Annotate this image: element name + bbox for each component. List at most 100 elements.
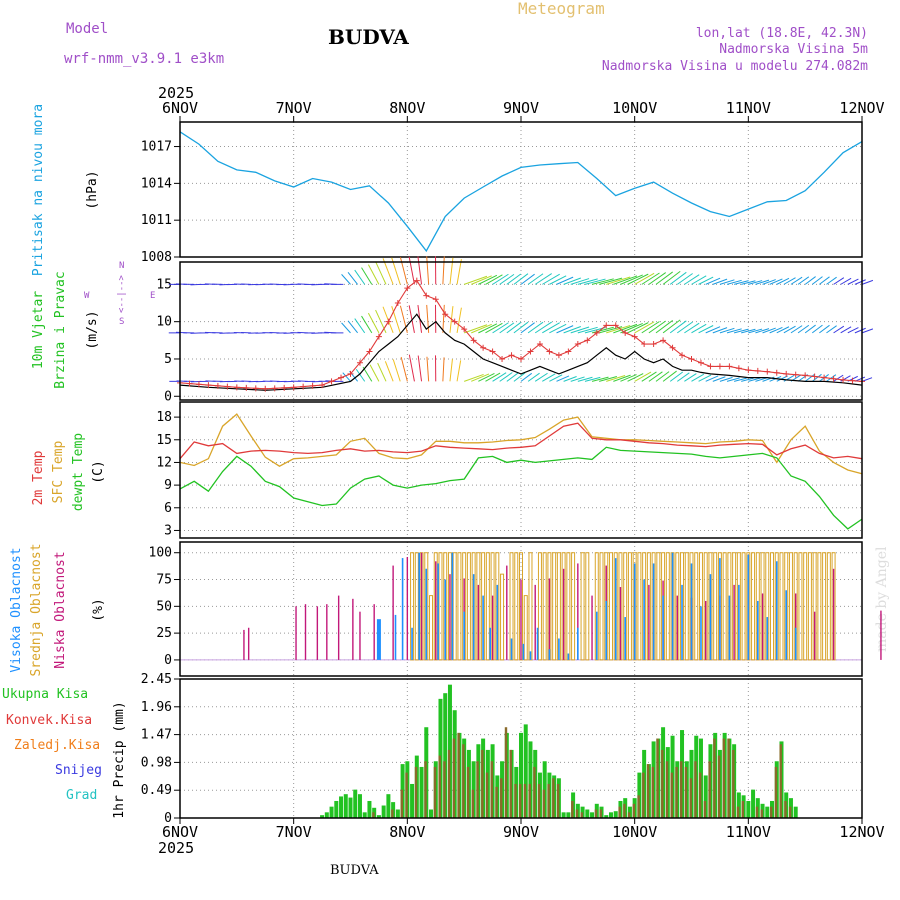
temperature-ytick-label: 9 <box>164 478 172 493</box>
gust-marker <box>195 381 202 388</box>
wind-arrow <box>684 322 700 334</box>
wind-gust-markers <box>177 277 865 392</box>
cloud-ylabel-high: Visoka Oblacnost <box>9 547 24 672</box>
temp-ylabel-2m: 2m Temp <box>31 450 46 505</box>
wind-arrow <box>577 278 598 285</box>
wind-arrow <box>804 324 816 334</box>
conv-precip-bar <box>736 806 740 818</box>
wind-arrow <box>861 377 873 382</box>
conv-precip-bar <box>637 795 640 818</box>
pressure-panel: 1008 1011 1014 1017 <box>141 121 863 265</box>
wind-arrow <box>634 371 652 382</box>
conv-precip-bar <box>703 800 707 818</box>
wind-arrow <box>698 325 714 334</box>
gust-marker <box>821 374 828 381</box>
wind-arrow <box>826 325 837 334</box>
wind-arrow <box>570 278 590 285</box>
pressure-ytick-label: 1008 <box>141 250 172 265</box>
pressure-gridlines <box>180 122 862 258</box>
wind-arrow <box>367 264 380 285</box>
mid-cloud-bar <box>713 552 718 661</box>
gust-marker <box>830 375 837 382</box>
wind-arrow <box>499 322 515 334</box>
wind-arrow <box>662 319 681 334</box>
conv-precip-bar <box>774 766 778 818</box>
wind-arrow <box>734 280 749 285</box>
wind-arrow <box>613 323 638 334</box>
mid-cloud-bar <box>514 552 519 661</box>
wind-arrow <box>734 377 747 382</box>
clouds-ytick-label: 75 <box>156 573 172 588</box>
gust-marker <box>584 337 591 344</box>
mid-cloud-bar <box>580 552 585 661</box>
wind-arrow <box>375 261 387 285</box>
conv-precip-bar <box>665 761 669 818</box>
wind-arrow <box>347 320 358 334</box>
wind-arrow <box>599 277 623 285</box>
pressure-ytick-label: 1011 <box>141 213 172 228</box>
wind-arrow <box>620 322 643 334</box>
conv-precip-bar <box>556 783 560 818</box>
conv-precip-bar <box>509 749 512 818</box>
gust-marker <box>375 333 382 340</box>
wind-arrow <box>384 361 394 382</box>
gust-marker <box>224 383 231 390</box>
total-precip-bar <box>604 815 609 818</box>
gust-marker <box>518 355 524 362</box>
wind-arrow <box>463 373 484 382</box>
wind-arrow <box>556 325 574 334</box>
mid-cloud-bar <box>500 573 505 661</box>
mid-cloud-bar <box>788 552 793 661</box>
conv-precip-bar <box>552 778 555 818</box>
mid-cloud-bar <box>599 552 604 661</box>
date-tick-label: 12NOV <box>839 823 884 841</box>
mid-cloud-bar <box>741 552 746 661</box>
gust-marker <box>470 337 477 344</box>
wind-arrow <box>563 376 577 382</box>
wind-arrow <box>563 326 582 334</box>
wind-arrow <box>591 376 609 382</box>
total-precip-bar <box>528 741 533 818</box>
total-precip-bar <box>343 794 348 818</box>
total-precip-bar <box>566 812 571 818</box>
wind-arrow <box>847 278 859 285</box>
wind-arrow <box>556 276 574 285</box>
wind-ylabel-unit: (m/s) <box>85 310 100 349</box>
gust-marker <box>811 373 818 380</box>
compass-arrow: <--|--> <box>117 274 127 313</box>
conv-precip-bar <box>708 761 711 818</box>
wind-arrow <box>741 328 756 334</box>
date-tick-label: 10NOV <box>612 99 657 117</box>
total-precip-bar <box>793 806 798 818</box>
wind-arrow <box>811 276 823 285</box>
wind-arrow <box>719 279 735 285</box>
wind-arrow <box>599 376 617 382</box>
mid-cloud-bar <box>779 552 784 661</box>
gust-marker <box>451 318 458 325</box>
wind-arrow <box>392 359 401 382</box>
wind-arrow <box>662 370 677 382</box>
total-precip-bar <box>410 783 415 818</box>
wind-arrow <box>342 372 351 382</box>
date-tick-label: 11NOV <box>726 823 771 841</box>
mid-cloud-bar <box>751 552 756 661</box>
conv-precip-bar <box>627 812 631 818</box>
date-axis-top: 6NOV 7NOV 8NOV 9NOV 10NOV 11NOV 12NOV <box>162 99 885 122</box>
wind-ylabel: 10m Vjetar Brzina i Pravac (m/s) W <--|-… <box>31 261 155 389</box>
wind-arrow <box>691 275 707 285</box>
precip-legend-conv: Konvek.Kisa <box>6 713 92 728</box>
mid-cloud-bar <box>822 552 827 661</box>
wind-arrow <box>361 267 373 285</box>
wind-arrow <box>719 327 735 334</box>
wind-arrow <box>478 323 498 334</box>
wind-arrow <box>542 373 556 382</box>
conv-precip-bar <box>523 783 527 818</box>
wind-arrow <box>684 373 697 382</box>
wind-arrow <box>367 312 380 334</box>
gust-marker <box>328 378 335 385</box>
wind-arrow <box>755 279 770 285</box>
cloud-ylabel-mid: Srednja Oblacnost <box>29 543 44 676</box>
gust-marker <box>641 341 648 348</box>
wind-arrow <box>485 274 503 285</box>
